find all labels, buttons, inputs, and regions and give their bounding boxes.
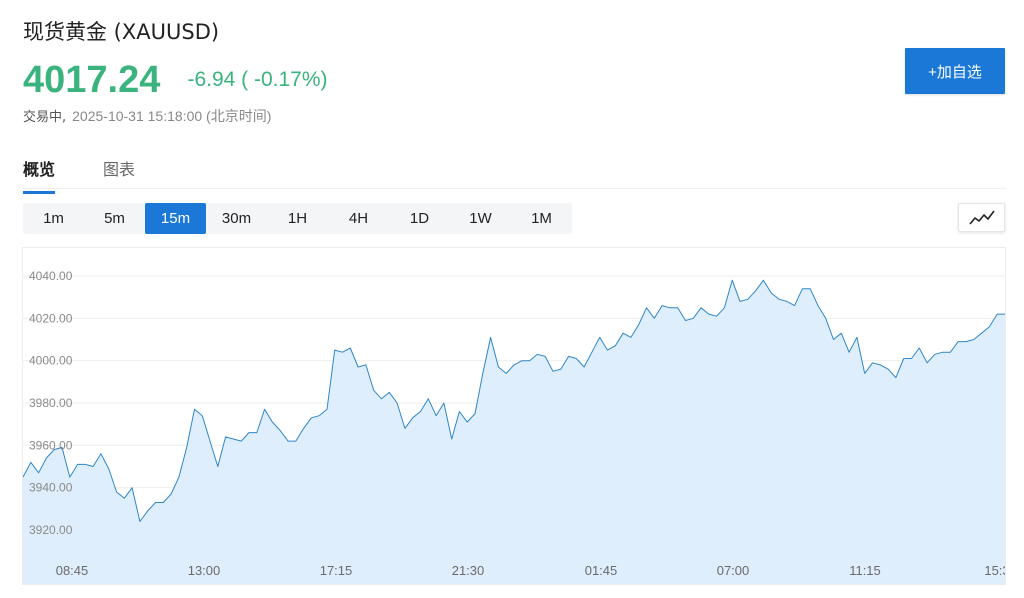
current-price: 4017.24 [23,59,161,101]
x-tick-label: 11:15 [849,563,881,578]
trading-status: 交易中, 2025-10-31 15:18:00 (北京时间) [23,106,271,126]
x-tick-label: 15:3 [984,563,1006,578]
axis-labels: 4040.00 4020.00 4000.00 3980.00 3960.00 3940.… [29,269,1006,578]
y-tick-label: 3980.00 [29,396,73,410]
tab-chart[interactable]: 图表 [103,160,136,179]
price-chart-svg: 4040.00 4020.00 4000.00 3980.00 3960.00 3940.… [23,269,1006,584]
x-tick-label: 21:30 [452,563,485,578]
interval-1h[interactable]: 1H [287,210,308,227]
y-tick-label: 3920.00 [29,523,73,537]
y-tick-label: 4000.00 [29,354,73,368]
timestamp: 2025-10-31 15:18:00 (北京时间) [72,108,272,124]
trading-status-label: 交易中, [23,110,67,125]
tab-bar: 概览 图表 [23,150,1006,194]
y-tick-label: 3960.00 [29,438,73,452]
series-area [23,280,1005,584]
interval-30m[interactable]: 30m [221,210,252,227]
interval-15m[interactable]: 15m [145,203,206,234]
y-tick-label: 4020.00 [29,311,73,325]
chart-type-button[interactable] [958,203,1005,232]
x-tick-label: 08:45 [56,563,89,578]
x-tick-label: 17:15 [320,563,353,578]
price-change: -6.94 ( -0.17%) [187,68,328,91]
interval-5m[interactable]: 5m [104,210,125,227]
tab-overview[interactable]: 概览 [23,156,56,194]
x-tick-label: 07:00 [717,563,750,578]
price-row: 4017.24 -6.94 ( -0.17%) [23,58,328,102]
interval-1m[interactable]: 1m [43,210,64,227]
add-to-watchlist-button[interactable]: +加自选 [905,48,1005,94]
price-chart: 4040.00 4020.00 4000.00 3980.00 3960.00 3940.… [22,247,1006,585]
page-title: 现货黄金 (XAUUSD) [23,20,220,44]
series-line [23,279,1005,522]
interval-selector: 1m 5m 15m 30m 1H 4H 1D 1W 1M [23,203,572,234]
interval-1w[interactable]: 1W [469,210,492,227]
y-tick-label: 3940.00 [29,481,73,495]
y-tick-label: 4040.00 [29,269,73,283]
line-chart-icon [968,210,995,225]
x-tick-label: 01:45 [585,563,618,578]
interval-1mo[interactable]: 1M [531,210,552,227]
interval-4h[interactable]: 4H [348,210,369,227]
x-tick-label: 13:00 [188,563,221,578]
interval-1d[interactable]: 1D [409,210,430,227]
